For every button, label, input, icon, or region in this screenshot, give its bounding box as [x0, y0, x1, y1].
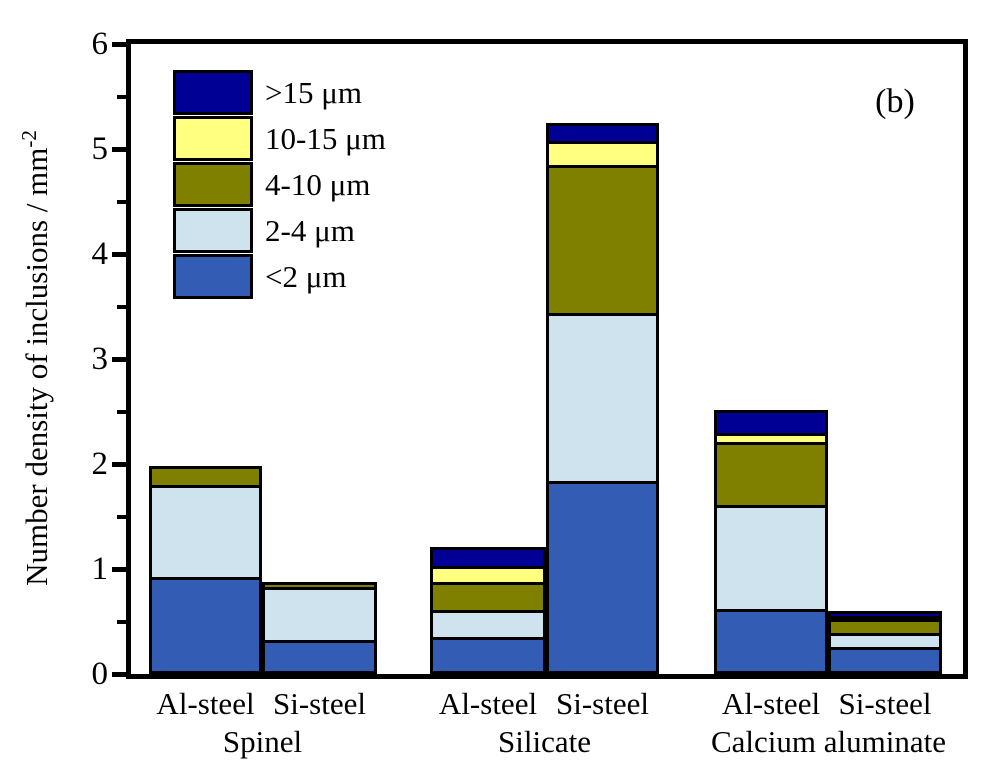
segment-2-m: [433, 639, 543, 671]
y-major-tick-5: [112, 146, 126, 152]
plot-inner: >15 μm 10-15 μm 4-10 μm 2-4 μm <2 μm (b): [131, 44, 963, 674]
panel-annotation: (b): [875, 83, 915, 120]
segment-15-m: [831, 614, 939, 619]
legend-row-4-10-m: 4-10 μm: [173, 162, 386, 207]
segment-2-4-m: [831, 636, 939, 650]
segment-15-m: [549, 126, 656, 144]
segment-2-m: [831, 650, 939, 671]
y-tick-label-5: 5: [91, 131, 109, 167]
y-tick-label-1: 1: [91, 551, 109, 587]
y-minor-tick-3.5: [117, 304, 126, 309]
segment-10-15-m: [433, 569, 543, 585]
segment-4-10-m: [265, 584, 374, 591]
y-axis-title: Number density of inclusions / mm-2: [17, 130, 55, 586]
x-label-si-steel-5: Si-steel: [838, 686, 932, 721]
y-major-tick-3: [112, 356, 126, 362]
plot-area: >15 μm 10-15 μm 4-10 μm 2-4 μm <2 μm (b): [126, 39, 968, 679]
legend-label-4-10-m: 4-10 μm: [265, 166, 371, 202]
segment-2-m: [549, 484, 656, 671]
legend-label-2-m: <2 μm: [265, 258, 347, 294]
x-label-si-steel-3: Si-steel: [556, 686, 649, 721]
legend-row-2-m: <2 μm: [173, 254, 386, 299]
x-label-al-steel-2: Al-steel: [438, 686, 538, 721]
segment-4-10-m: [433, 584, 543, 614]
segment-2-4-m: [717, 508, 825, 613]
y-major-tick-4: [112, 251, 126, 257]
bar-silicate-si-steel: [546, 123, 659, 674]
y-major-tick-6: [112, 41, 126, 47]
bar-calcium-aluminate-al-steel: [714, 409, 828, 674]
legend-row-15-m: >15 μm: [173, 70, 386, 115]
y-tick-label-6: 6: [91, 26, 109, 62]
legend-swatch-15-m: [173, 70, 253, 115]
y-major-tick-0: [112, 671, 126, 677]
y-minor-tick-4.5: [117, 199, 126, 204]
x-label-al-steel-0: Al-steel: [156, 686, 255, 721]
segment-4-10-m: [152, 469, 259, 489]
bar-spinel-si-steel: [262, 581, 377, 674]
x-label-si-steel-1: Si-steel: [273, 686, 366, 721]
segment-10-15-m: [717, 435, 825, 446]
legend-swatch-2-m: [173, 254, 253, 299]
segment-2-4-m: [549, 316, 656, 485]
legend-label-15-m: >15 μm: [265, 74, 362, 110]
legend-row-2-4-m: 2-4 μm: [173, 208, 386, 253]
legend-row-10-15-m: 10-15 μm: [173, 116, 386, 161]
legend: >15 μm 10-15 μm 4-10 μm 2-4 μm <2 μm: [173, 70, 386, 300]
group-label-spinel: Spinel: [222, 724, 303, 759]
segment-2-4-m: [265, 590, 374, 643]
segment-2-m: [152, 579, 259, 671]
segment-10-15-m: [549, 143, 656, 169]
y-tick-label-0: 0: [91, 656, 109, 692]
segment-2-4-m: [152, 488, 259, 580]
bar-silicate-al-steel: [430, 547, 546, 674]
segment-4-10-m: [549, 168, 656, 317]
y-major-tick-2: [112, 461, 126, 467]
legend-swatch-10-15-m: [173, 116, 253, 161]
y-major-tick-1: [112, 566, 126, 572]
y-tick-label-2: 2: [91, 446, 109, 482]
segment-10-15-m: [831, 618, 939, 622]
y-axis-title-exponent: -2: [16, 130, 41, 148]
segment-15-m: [433, 550, 543, 570]
y-minor-tick-1.5: [117, 514, 126, 519]
y-minor-tick-0.5: [117, 619, 126, 624]
segment-2-m: [717, 612, 825, 671]
y-minor-tick-5.5: [117, 94, 126, 99]
segment-2-m: [265, 642, 374, 671]
x-label-al-steel-4: Al-steel: [721, 686, 821, 721]
segment-15-m: [717, 412, 825, 436]
segment-2-4-m: [433, 613, 543, 640]
segment-4-10-m: [831, 621, 939, 637]
legend-label-10-15-m: 10-15 μm: [265, 120, 386, 156]
legend-label-2-4-m: 2-4 μm: [265, 212, 355, 248]
y-tick-label-4: 4: [91, 236, 109, 272]
legend-swatch-4-10-m: [173, 162, 253, 207]
bar-spinel-al-steel: [149, 466, 262, 674]
bar-calcium-aluminate-si-steel: [828, 611, 942, 674]
group-label-silicate: Silicate: [498, 724, 591, 759]
y-minor-tick-2.5: [117, 409, 126, 414]
y-axis-title-text: Number density of inclusions / mm: [19, 147, 55, 586]
legend-swatch-2-4-m: [173, 208, 253, 253]
segment-4-10-m: [717, 445, 825, 509]
group-label-calcium-aluminate: Calcium aluminate: [710, 724, 947, 759]
y-tick-label-3: 3: [91, 341, 109, 377]
